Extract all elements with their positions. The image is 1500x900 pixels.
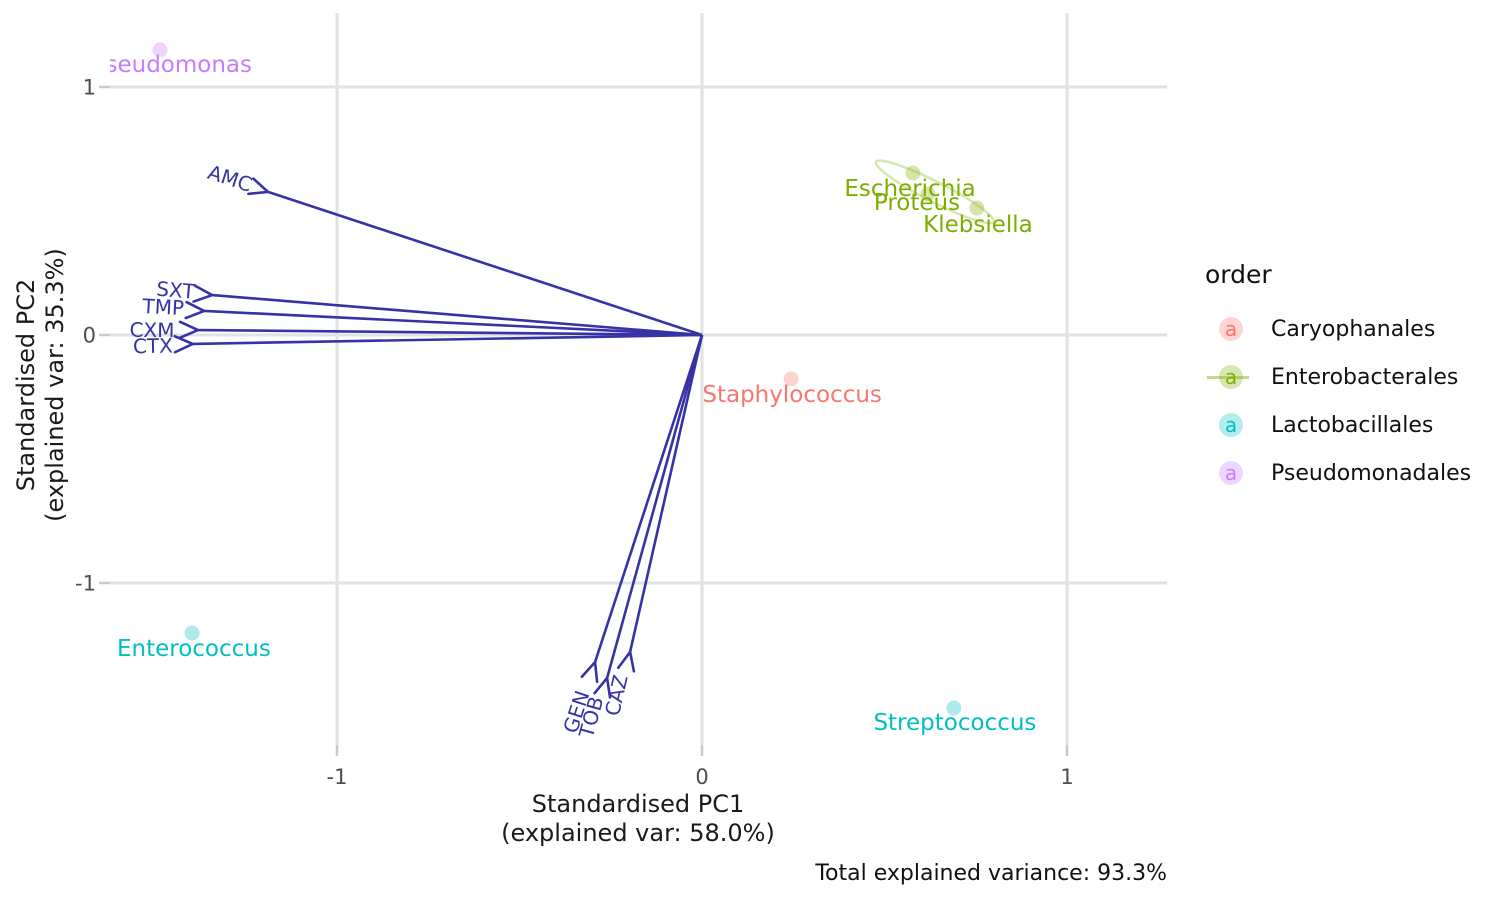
loading-arrow-AMC bbox=[268, 192, 703, 337]
legend-key-line bbox=[1207, 375, 1249, 379]
loading-arrow-GEN bbox=[595, 334, 704, 662]
legend-key: a bbox=[1205, 316, 1249, 342]
legend-key: a bbox=[1205, 460, 1249, 486]
genus-label-escherichia: Escherichia bbox=[844, 176, 975, 202]
caption-total-variance: Total explained variance: 93.3% bbox=[815, 861, 1167, 886]
legend-entry-label: Pseudomonadales bbox=[1271, 460, 1472, 486]
legend-key-letter-icon: a bbox=[1224, 365, 1238, 389]
x-tick-label-1: 1 bbox=[1060, 765, 1073, 789]
genus-point-staphylococcus bbox=[783, 371, 799, 387]
loading-arrow-CTX bbox=[193, 333, 703, 344]
legend-key: a bbox=[1205, 364, 1249, 390]
loading-arrow-CXM bbox=[198, 330, 703, 335]
loading-label-SXT: SXT bbox=[155, 277, 196, 304]
legend-title: order bbox=[1205, 260, 1272, 289]
genus-label-staphylococcus: Staphylococcus bbox=[702, 382, 882, 408]
genus-label-enterococcus: Enterococcus bbox=[117, 636, 271, 662]
x-tick-label-0: 0 bbox=[695, 765, 708, 789]
loading-label-CTX: CTX bbox=[133, 334, 174, 359]
x-axis-title-line1: Standardised PC1 bbox=[531, 790, 745, 818]
loading-label-AMC: AMC bbox=[205, 160, 255, 197]
genus-label-pseudomonas: Pseudomonas bbox=[92, 52, 252, 78]
axis-ticks: -1 0 1 1 0 -1 bbox=[75, 76, 1074, 790]
loading-arrow-SXT bbox=[212, 295, 703, 337]
legend-entry-label: Lactobacillales bbox=[1271, 412, 1434, 438]
y-tick-label--1: -1 bbox=[75, 572, 96, 596]
legend-key-letter-icon: a bbox=[1224, 413, 1238, 437]
genus-point-escherichia bbox=[905, 165, 921, 181]
genus-label-proteus: Proteus bbox=[874, 190, 960, 216]
legend-entry-caryophanales: a Caryophanales bbox=[1205, 305, 1471, 353]
legend: order a Caryophanales a Enterobacterales… bbox=[1205, 260, 1471, 497]
legend-entry-enterobacterales: a Enterobacterales bbox=[1205, 353, 1471, 401]
x-axis-title-line2: (explained var: 58.0%) bbox=[501, 819, 775, 847]
genus-point-enterococcus bbox=[184, 625, 200, 641]
y-axis-title-line2: (explained var: 35.3%) bbox=[41, 248, 69, 522]
legend-key-circle-icon bbox=[1219, 365, 1243, 389]
legend-entry-label: Enterobacterales bbox=[1271, 364, 1459, 390]
genus-label-klebsiella: Klebsiella bbox=[923, 212, 1033, 238]
y-tick-label-1: 1 bbox=[83, 76, 96, 100]
loading-arrows bbox=[193, 192, 704, 678]
loading-label-CAZ: CAZ bbox=[600, 673, 633, 719]
genus-point-pseudomonas bbox=[152, 42, 168, 58]
legend-key: a bbox=[1205, 412, 1249, 438]
genus-points bbox=[152, 42, 985, 716]
legend-entry-label: Caryophanales bbox=[1271, 316, 1436, 342]
legend-entry-pseudomonadales: a Pseudomonadales bbox=[1205, 449, 1471, 497]
loading-arrow-CAZ bbox=[630, 334, 704, 652]
legend-key-circle-icon bbox=[1219, 461, 1243, 485]
cluster-ellipse-enterobacterales bbox=[874, 159, 996, 225]
y-axis-title: Standardised PC2 (explained var: 35.3%) bbox=[12, 248, 70, 522]
loading-arrow-TOB bbox=[607, 334, 704, 678]
legend-key-letter-icon: a bbox=[1224, 317, 1238, 341]
loading-label-CXM: CXM bbox=[129, 318, 174, 342]
genus-point-klebsiella bbox=[969, 200, 985, 216]
x-tick-label--1: -1 bbox=[327, 765, 348, 789]
legend-key-circle-icon bbox=[1219, 317, 1243, 341]
panel-content bbox=[874, 159, 996, 225]
legend-key-circle-icon bbox=[1219, 413, 1243, 437]
genus-point-proteus bbox=[920, 186, 936, 202]
y-axis-title-line1: Standardised PC2 bbox=[12, 278, 40, 492]
x-axis-title: Standardised PC1 (explained var: 58.0%) bbox=[501, 790, 775, 848]
loading-arrow-TMP bbox=[204, 311, 703, 337]
legend-entry-lactobacillales: a Lactobacillales bbox=[1205, 401, 1471, 449]
genus-point-streptococcus bbox=[946, 700, 962, 716]
y-tick-label-0: 0 bbox=[83, 324, 96, 348]
loading-label-TMP: TMP bbox=[141, 294, 185, 320]
genus-label-streptococcus: Streptococcus bbox=[873, 710, 1036, 736]
legend-key-letter-icon: a bbox=[1224, 461, 1238, 485]
